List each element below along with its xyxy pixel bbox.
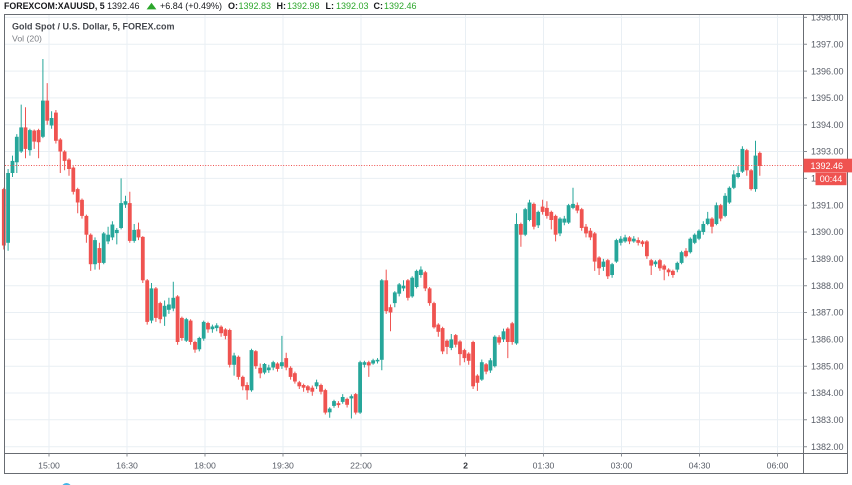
svg-text:1395.00: 1395.00 <box>811 93 844 103</box>
svg-text:1392.46: 1392.46 <box>107 1 140 11</box>
svg-text:00:44: 00:44 <box>820 174 843 184</box>
svg-text:01:30: 01:30 <box>533 461 555 471</box>
svg-text:16:30: 16:30 <box>116 461 138 471</box>
svg-text:1398.00: 1398.00 <box>811 13 844 23</box>
svg-text:1394.00: 1394.00 <box>811 120 844 130</box>
svg-text:1383.00: 1383.00 <box>811 415 844 425</box>
svg-text:04:30: 04:30 <box>689 461 711 471</box>
svg-text:1392.98: 1392.98 <box>287 1 320 11</box>
svg-text:+6.84 (+0.49%): +6.84 (+0.49%) <box>160 1 222 11</box>
svg-text:1385.00: 1385.00 <box>811 361 844 371</box>
svg-text:1390.00: 1390.00 <box>811 227 844 237</box>
svg-text:L:: L: <box>326 1 335 11</box>
svg-text:1392.46: 1392.46 <box>811 161 844 171</box>
svg-text:15:00: 15:00 <box>38 461 60 471</box>
svg-text:22:00: 22:00 <box>350 461 372 471</box>
svg-text:1397.00: 1397.00 <box>811 39 844 49</box>
svg-text:1389.00: 1389.00 <box>811 254 844 264</box>
svg-text:2: 2 <box>463 461 468 471</box>
svg-text:1387.00: 1387.00 <box>811 308 844 318</box>
svg-text:H:: H: <box>277 1 287 11</box>
svg-text:1396.00: 1396.00 <box>811 66 844 76</box>
svg-text:C:: C: <box>374 1 384 11</box>
svg-text:1382.00: 1382.00 <box>811 442 844 452</box>
svg-text:O:: O: <box>228 1 238 11</box>
svg-text:1384.00: 1384.00 <box>811 388 844 398</box>
svg-text:18:00: 18:00 <box>194 461 216 471</box>
svg-text:19:30: 19:30 <box>272 461 294 471</box>
svg-text:Vol (20): Vol (20) <box>12 34 42 44</box>
svg-text:1393.00: 1393.00 <box>811 147 844 157</box>
svg-text:1388.00: 1388.00 <box>811 281 844 291</box>
svg-text:1392.46: 1392.46 <box>384 1 417 11</box>
svg-text:03:00: 03:00 <box>611 461 633 471</box>
svg-text:1392.03: 1392.03 <box>336 1 369 11</box>
svg-text:06:00: 06:00 <box>767 461 789 471</box>
svg-text:1392.83: 1392.83 <box>239 1 272 11</box>
svg-text:FOREXCOM:XAUUSD, 5: FOREXCOM:XAUUSD, 5 <box>4 1 105 11</box>
svg-text:Gold Spot / U.S. Dollar, 5, FO: Gold Spot / U.S. Dollar, 5, FOREX.com <box>12 22 175 32</box>
svg-text:1386.00: 1386.00 <box>811 335 844 345</box>
svg-text:1391.00: 1391.00 <box>811 200 844 210</box>
